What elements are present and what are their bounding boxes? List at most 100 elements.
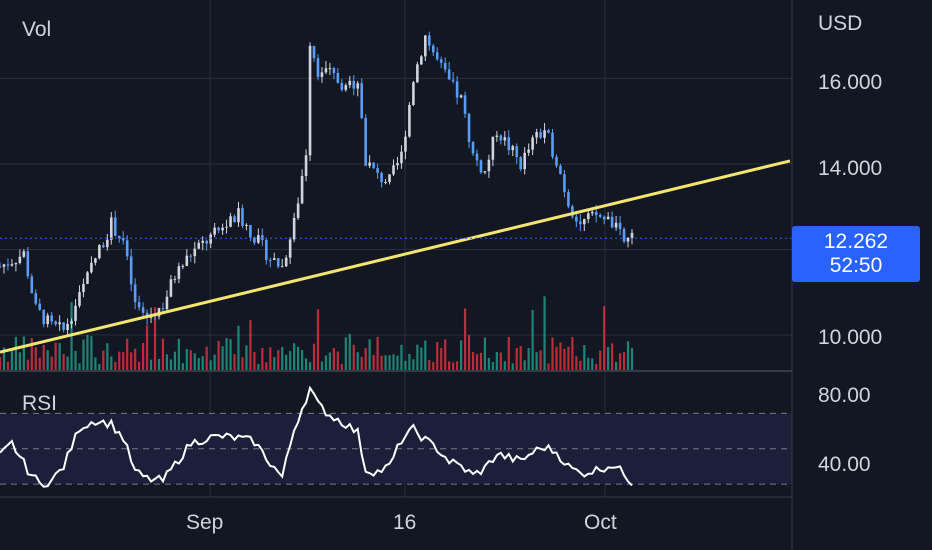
volume-bar [145, 325, 149, 370]
volume-bar [10, 348, 14, 370]
volume-bar [615, 362, 618, 370]
candle-body [280, 266, 284, 268]
candle-body [197, 242, 201, 249]
volume-bar [559, 342, 562, 370]
candle-body [344, 85, 348, 90]
candle-body [185, 255, 189, 266]
volume-bar [153, 307, 157, 370]
candle-body [109, 217, 113, 240]
candle-body [360, 83, 364, 119]
grid [0, 0, 792, 497]
volume-bar [38, 357, 41, 370]
candle-body [412, 82, 415, 105]
volume-bar [483, 337, 487, 370]
candle-body [82, 283, 85, 293]
volume-bar [62, 353, 65, 370]
candle-body [515, 146, 519, 158]
rsi-line [0, 385, 633, 488]
volume-bar [185, 348, 188, 370]
candle-body [265, 239, 268, 260]
currency-label: USD [818, 12, 863, 35]
volume-bar [289, 351, 292, 370]
volume-bar [591, 358, 594, 370]
volume-bar [245, 345, 248, 370]
volume-bar [519, 346, 522, 370]
candle-body [22, 251, 26, 257]
candle-body [559, 165, 562, 175]
candle-body [129, 256, 133, 285]
candle-body [62, 322, 65, 330]
volume-bar [456, 361, 459, 370]
last-price-tag: 12.262 52:50 [792, 226, 920, 282]
volume-bar [324, 355, 328, 370]
candle-body [18, 256, 22, 263]
candle-body [201, 240, 205, 243]
candle-body [622, 228, 626, 242]
candle-body [173, 278, 177, 280]
volume-bar [543, 296, 546, 370]
candle-body [531, 137, 534, 150]
candle-body [141, 307, 145, 313]
candle-body [511, 146, 515, 151]
volume-bar [320, 361, 324, 370]
volume-bars [0, 296, 634, 370]
candle-body [272, 258, 276, 261]
candle-body [261, 235, 264, 240]
volume-bar [622, 352, 626, 370]
volume-bar [595, 363, 598, 370]
volume-bar [265, 362, 268, 370]
candle-body [435, 52, 439, 60]
volume-bar [217, 340, 220, 370]
candle-body [483, 171, 487, 173]
volume-bar [58, 343, 61, 370]
candle-body [94, 258, 97, 263]
volume-bar [209, 360, 212, 370]
volume-bar [424, 340, 427, 370]
volume-bar [316, 309, 320, 370]
candle-body [400, 151, 403, 164]
volume-bar [161, 338, 165, 370]
volume-bar [173, 351, 176, 370]
volume-bar [551, 337, 554, 370]
candle-body [245, 224, 248, 226]
candle-body [165, 296, 169, 310]
volume-bar [293, 343, 296, 370]
rsi-tick-label: 80.00 [818, 384, 871, 407]
volume-bar [420, 347, 423, 370]
candle-body [384, 182, 387, 184]
volume-bar [110, 356, 113, 370]
volume-bar [364, 348, 367, 370]
volume-bar [603, 306, 606, 370]
candle-body [6, 264, 10, 266]
candle-body [42, 309, 46, 325]
volume-bar [297, 346, 300, 370]
candle-body [241, 208, 244, 226]
volume-bar [237, 325, 240, 370]
volume-bar [82, 339, 85, 370]
volume-bar [583, 344, 586, 370]
candle-body [102, 245, 105, 248]
candle-body [447, 69, 451, 80]
volume-bar [348, 333, 351, 370]
volume-bar [436, 341, 439, 370]
candle-body [519, 157, 523, 170]
volume-bar [400, 344, 403, 370]
candle-body [106, 239, 109, 248]
candle-body [396, 163, 399, 166]
candle-body [54, 321, 57, 325]
candle-body [551, 132, 554, 157]
candle-body [2, 264, 6, 267]
candle-body [408, 104, 411, 137]
volume-bar [193, 353, 196, 370]
candle-body [117, 235, 121, 239]
candle-body [30, 276, 34, 294]
candle-body [555, 156, 558, 166]
volume-bar [515, 348, 518, 370]
volume-bar [432, 362, 435, 370]
candle-body [583, 219, 586, 225]
volume-bar [444, 339, 447, 370]
volume-bar [189, 350, 192, 370]
volume-bar [479, 352, 483, 370]
volume-bar [106, 343, 109, 370]
